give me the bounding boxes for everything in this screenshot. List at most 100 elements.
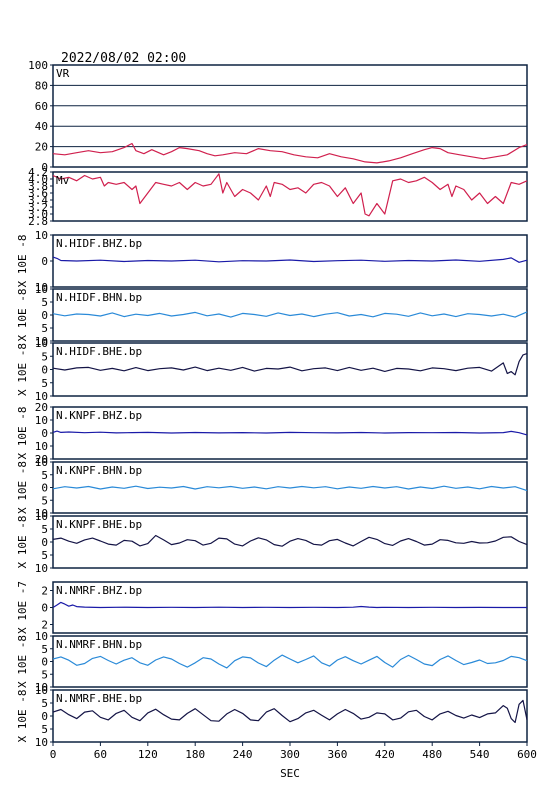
panel-9: 2 0 2 N.NMRF.BHZ.bp bbox=[41, 581, 528, 634]
y-tick-label: 10 bbox=[35, 229, 48, 242]
y-unit-label: X 10E -8 bbox=[16, 635, 29, 688]
y-tick-label: 3.2 bbox=[28, 201, 48, 214]
y-tick-label: 3.4 bbox=[28, 194, 48, 207]
y-tick-label: 10 bbox=[35, 507, 48, 520]
panel-1: 0 20 40 60 80 100 VR bbox=[28, 59, 528, 174]
y-tick-label: 80 bbox=[35, 79, 48, 92]
y-tick-label: 2 bbox=[41, 585, 48, 598]
panel-label: N.NMRF.BHN.bp bbox=[56, 638, 142, 651]
y-tick-label: 2 bbox=[41, 619, 48, 632]
x-tick-label: 240 bbox=[233, 748, 253, 761]
series-line bbox=[52, 142, 528, 164]
panel-3: 10 0 10 N.HIDF.BHZ.bp bbox=[35, 229, 528, 294]
y-tick-label: 5 bbox=[41, 350, 48, 363]
series-line bbox=[52, 353, 528, 376]
series-line bbox=[52, 311, 528, 318]
series-line bbox=[52, 601, 527, 609]
y-tick-label: 20 bbox=[35, 141, 48, 154]
y-tick-label: 10 bbox=[35, 630, 48, 643]
y-tick-label: 2.8 bbox=[28, 215, 48, 228]
panel-4: 10 505 10 N.HIDF.BHN.bp bbox=[35, 283, 528, 348]
y-tick-label: 10 bbox=[35, 456, 48, 469]
y-tick-label: 10 bbox=[35, 281, 48, 294]
y-tick-label: 5 bbox=[41, 523, 48, 536]
y-tick-label: 5 bbox=[41, 494, 48, 507]
y-tick-label: 3.0 bbox=[28, 208, 48, 221]
series-line bbox=[52, 173, 528, 217]
y-tick-label: 10 bbox=[35, 335, 48, 348]
panel-label: N.HIDF.BHZ.bp bbox=[56, 237, 142, 250]
y-tick-label: 0 bbox=[41, 255, 48, 268]
y-tick-label: 3.6 bbox=[28, 187, 48, 200]
x-tick-label: 480 bbox=[422, 748, 442, 761]
y-tick-label: 0 bbox=[41, 161, 48, 174]
x-tick-label: 0 bbox=[50, 748, 57, 761]
timestamp-label: 2022/08/02 02:00 bbox=[61, 51, 186, 66]
x-tick-label: 540 bbox=[470, 748, 490, 761]
series-line bbox=[52, 654, 528, 669]
panel-label: N.KNPF.BHE.bp bbox=[56, 518, 142, 531]
y-tick-label: 100 bbox=[28, 59, 48, 72]
y-tick-label: 10 bbox=[35, 414, 48, 427]
y-tick-label: 10 bbox=[35, 684, 48, 697]
y-unit-label: X 10E -7 bbox=[16, 581, 29, 634]
x-tick-label: 300 bbox=[280, 748, 300, 761]
y-tick-label: 5 bbox=[41, 723, 48, 736]
y-tick-label: 10 bbox=[35, 283, 48, 296]
y-tick-label: 10 bbox=[35, 337, 48, 350]
y-unit-label: X 10E -8 bbox=[16, 690, 29, 743]
y-tick-label: 10 bbox=[35, 510, 48, 523]
panel-label: VR bbox=[56, 67, 70, 80]
panel-label: N.KNPF.BHN.bp bbox=[56, 464, 142, 477]
y-tick-label: 5 bbox=[41, 643, 48, 656]
y-tick-label: 0 bbox=[41, 656, 48, 669]
series-line bbox=[52, 256, 528, 263]
y-tick-label: 5 bbox=[41, 296, 48, 309]
x-tick-label: 600 bbox=[517, 748, 537, 761]
panel-label: N.KNPF.BHZ.bp bbox=[56, 409, 142, 422]
y-unit-label: X 10E -8 bbox=[16, 289, 29, 342]
y-tick-label: 0 bbox=[41, 427, 48, 440]
y-unit-label: X 10E -8 bbox=[16, 407, 29, 460]
y-tick-label: 4.0 bbox=[28, 173, 48, 186]
y-unit-label: X 10E -8 bbox=[16, 343, 29, 396]
y-tick-label: 5 bbox=[41, 377, 48, 390]
series-line bbox=[52, 430, 528, 436]
panel-label: N.HIDF.BHE.bp bbox=[56, 345, 142, 358]
y-tick-label: 3.8 bbox=[28, 180, 48, 193]
panel-label: N.NMRF.BHZ.bp bbox=[56, 584, 142, 597]
series-line bbox=[52, 485, 528, 492]
y-tick-label: 10 bbox=[35, 390, 48, 403]
y-tick-label: 0 bbox=[41, 536, 48, 549]
y-tick-label: 60 bbox=[35, 100, 48, 113]
x-tick-label: 120 bbox=[138, 748, 158, 761]
x-tick-label: 420 bbox=[375, 748, 395, 761]
y-tick-label: 5 bbox=[41, 322, 48, 335]
y-tick-label: 5 bbox=[41, 697, 48, 710]
y-tick-label: 4.2 bbox=[28, 166, 48, 179]
panel-label: N.NMRF.BHE.bp bbox=[56, 692, 142, 705]
y-tick-label: 10 bbox=[35, 562, 48, 575]
y-tick-label: 5 bbox=[41, 549, 48, 562]
y-tick-label: 0 bbox=[41, 602, 48, 615]
panel-frame bbox=[52, 64, 528, 168]
y-tick-label: 5 bbox=[41, 469, 48, 482]
x-axis-label: SEC bbox=[280, 767, 300, 780]
panel-label: Mv bbox=[56, 174, 70, 187]
y-tick-label: 10 bbox=[35, 681, 48, 694]
y-tick-label: 0 bbox=[41, 364, 48, 377]
y-unit-label: X 10E -8 bbox=[16, 235, 29, 288]
y-tick-label: 10 bbox=[35, 736, 48, 749]
y-tick-label: 0 bbox=[41, 309, 48, 322]
y-tick-label: 5 bbox=[41, 668, 48, 681]
panel-2: 2.83.03.23.43.63.84.04.2 Mv bbox=[28, 166, 528, 228]
x-tick-label: 360 bbox=[327, 748, 347, 761]
